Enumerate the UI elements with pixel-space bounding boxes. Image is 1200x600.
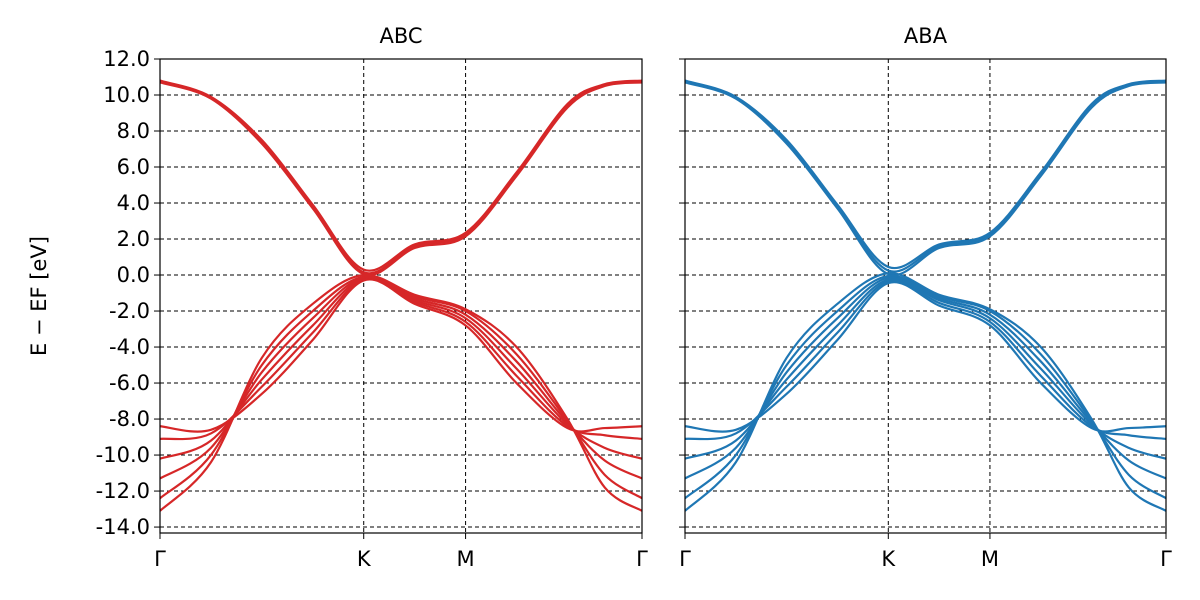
- axes-frame: [684, 58, 1167, 534]
- band-line: [685, 272, 1166, 512]
- axes-frame: [159, 58, 643, 534]
- y-tick-label: -8.0: [109, 407, 150, 431]
- x-tick-label: Γ: [1160, 547, 1172, 571]
- band-line: [160, 276, 642, 460]
- x-tick-label: Γ: [154, 547, 166, 571]
- chart-title: ABC: [379, 24, 422, 48]
- band-line: [685, 79, 1166, 270]
- y-tick-label: -2.0: [109, 299, 150, 323]
- x-tick-label: Γ: [679, 547, 691, 571]
- y-tick-label: -10.0: [96, 443, 150, 467]
- y-tick-label: -12.0: [96, 479, 150, 503]
- y-tick-label: 2.0: [117, 227, 150, 251]
- band-line: [685, 81, 1166, 277]
- y-tick-label: 10.0: [103, 83, 150, 107]
- x-tick-label: Γ: [636, 547, 648, 571]
- y-tick-label: 12.0: [103, 47, 150, 71]
- x-tick-label: M: [981, 547, 999, 571]
- y-tick-label: -4.0: [109, 335, 150, 359]
- x-tick-label: M: [457, 547, 475, 571]
- band-line: [160, 80, 642, 275]
- band-line: [160, 79, 642, 272]
- band-line: [160, 81, 642, 277]
- band-line: [160, 276, 642, 480]
- y-tick-label: 6.0: [117, 155, 150, 179]
- band-line: [685, 276, 1166, 480]
- band-line: [160, 275, 642, 500]
- x-tick-label: K: [881, 547, 896, 571]
- y-tick-label: 0.0: [117, 263, 150, 287]
- band-line: [685, 277, 1166, 460]
- y-tick-label: -6.0: [109, 371, 150, 395]
- band-line: [160, 277, 642, 441]
- x-tick-label: K: [357, 547, 372, 571]
- y-tick-label: 4.0: [117, 191, 150, 215]
- band-line: [160, 273, 642, 512]
- band-line: [685, 274, 1166, 500]
- band-line: [685, 279, 1166, 441]
- band-line: [160, 278, 642, 433]
- y-axis-label: E − EF [eV]: [27, 236, 51, 356]
- band-line: [685, 281, 1166, 433]
- chart-title: ABA: [904, 24, 948, 48]
- y-tick-label: 8.0: [117, 119, 150, 143]
- y-tick-label: -14.0: [96, 515, 150, 539]
- band-line: [685, 80, 1166, 273]
